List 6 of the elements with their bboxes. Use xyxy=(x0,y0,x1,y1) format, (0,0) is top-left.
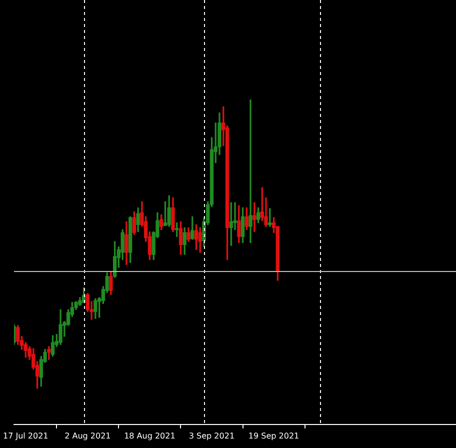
candlestick xyxy=(248,99,252,243)
x-tick-label: 17 Jul 2021 xyxy=(3,431,48,440)
x-tick-label: 19 Sep 2021 xyxy=(248,431,300,440)
x-tick-label: 3 Sep 2021 xyxy=(188,431,235,440)
x-tick-label: 2 Aug 2021 xyxy=(64,431,111,440)
x-tick-label: 18 Aug 2021 xyxy=(124,431,176,440)
